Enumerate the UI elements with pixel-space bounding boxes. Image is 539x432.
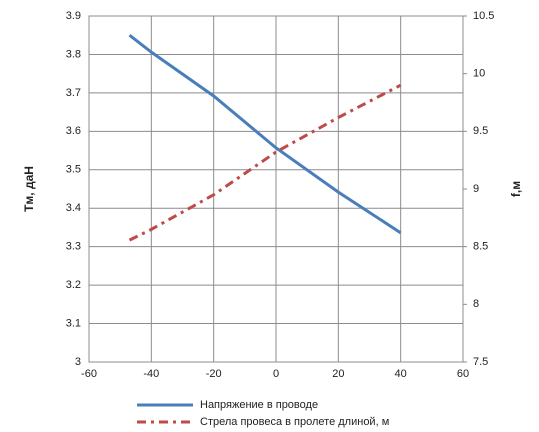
y-tick-label: 3.7 bbox=[66, 87, 81, 99]
y-tick-label: 3.2 bbox=[66, 279, 81, 291]
y-tick-label: 3.5 bbox=[66, 164, 81, 176]
y-tick-label: 3.9 bbox=[66, 10, 81, 22]
y2-tick-label: 8.5 bbox=[473, 241, 488, 253]
y2-tick-label: 7.5 bbox=[473, 356, 488, 368]
y-tick-label: 3 bbox=[75, 356, 81, 368]
legend-label: Напряжение в проводе bbox=[200, 399, 318, 411]
x-tick-label: 20 bbox=[332, 368, 344, 380]
y2-tick-label: 9 bbox=[473, 183, 479, 195]
y-tick-label: 3.6 bbox=[66, 125, 81, 137]
y2-tick-label: 10 bbox=[473, 68, 485, 80]
x-tick-label: 0 bbox=[273, 368, 279, 380]
y-tick-label: 3.4 bbox=[66, 202, 81, 214]
y2-tick-label: 8 bbox=[473, 298, 479, 310]
y-tick-label: 3.8 bbox=[66, 48, 81, 60]
series-line bbox=[128, 83, 402, 242]
legend-label: Стрела провеса в пролете длиной, м bbox=[200, 416, 389, 428]
x-tick-label: 60 bbox=[457, 368, 469, 380]
y2-axis-label: f,м bbox=[509, 181, 523, 197]
x-tick-label: -20 bbox=[206, 368, 222, 380]
y2-tick-label: 10.5 bbox=[473, 10, 494, 22]
y-tick-label: 3.1 bbox=[66, 317, 81, 329]
x-tick-label: -60 bbox=[81, 368, 97, 380]
x-tick-label: 40 bbox=[395, 368, 407, 380]
y2-tick-label: 9.5 bbox=[473, 125, 488, 137]
y-tick-label: 3.3 bbox=[66, 241, 81, 253]
plot-frame bbox=[88, 15, 464, 363]
y-axis-label: Tм, даН bbox=[22, 166, 36, 212]
x-tick-label: -40 bbox=[143, 368, 159, 380]
series-line bbox=[128, 34, 402, 235]
